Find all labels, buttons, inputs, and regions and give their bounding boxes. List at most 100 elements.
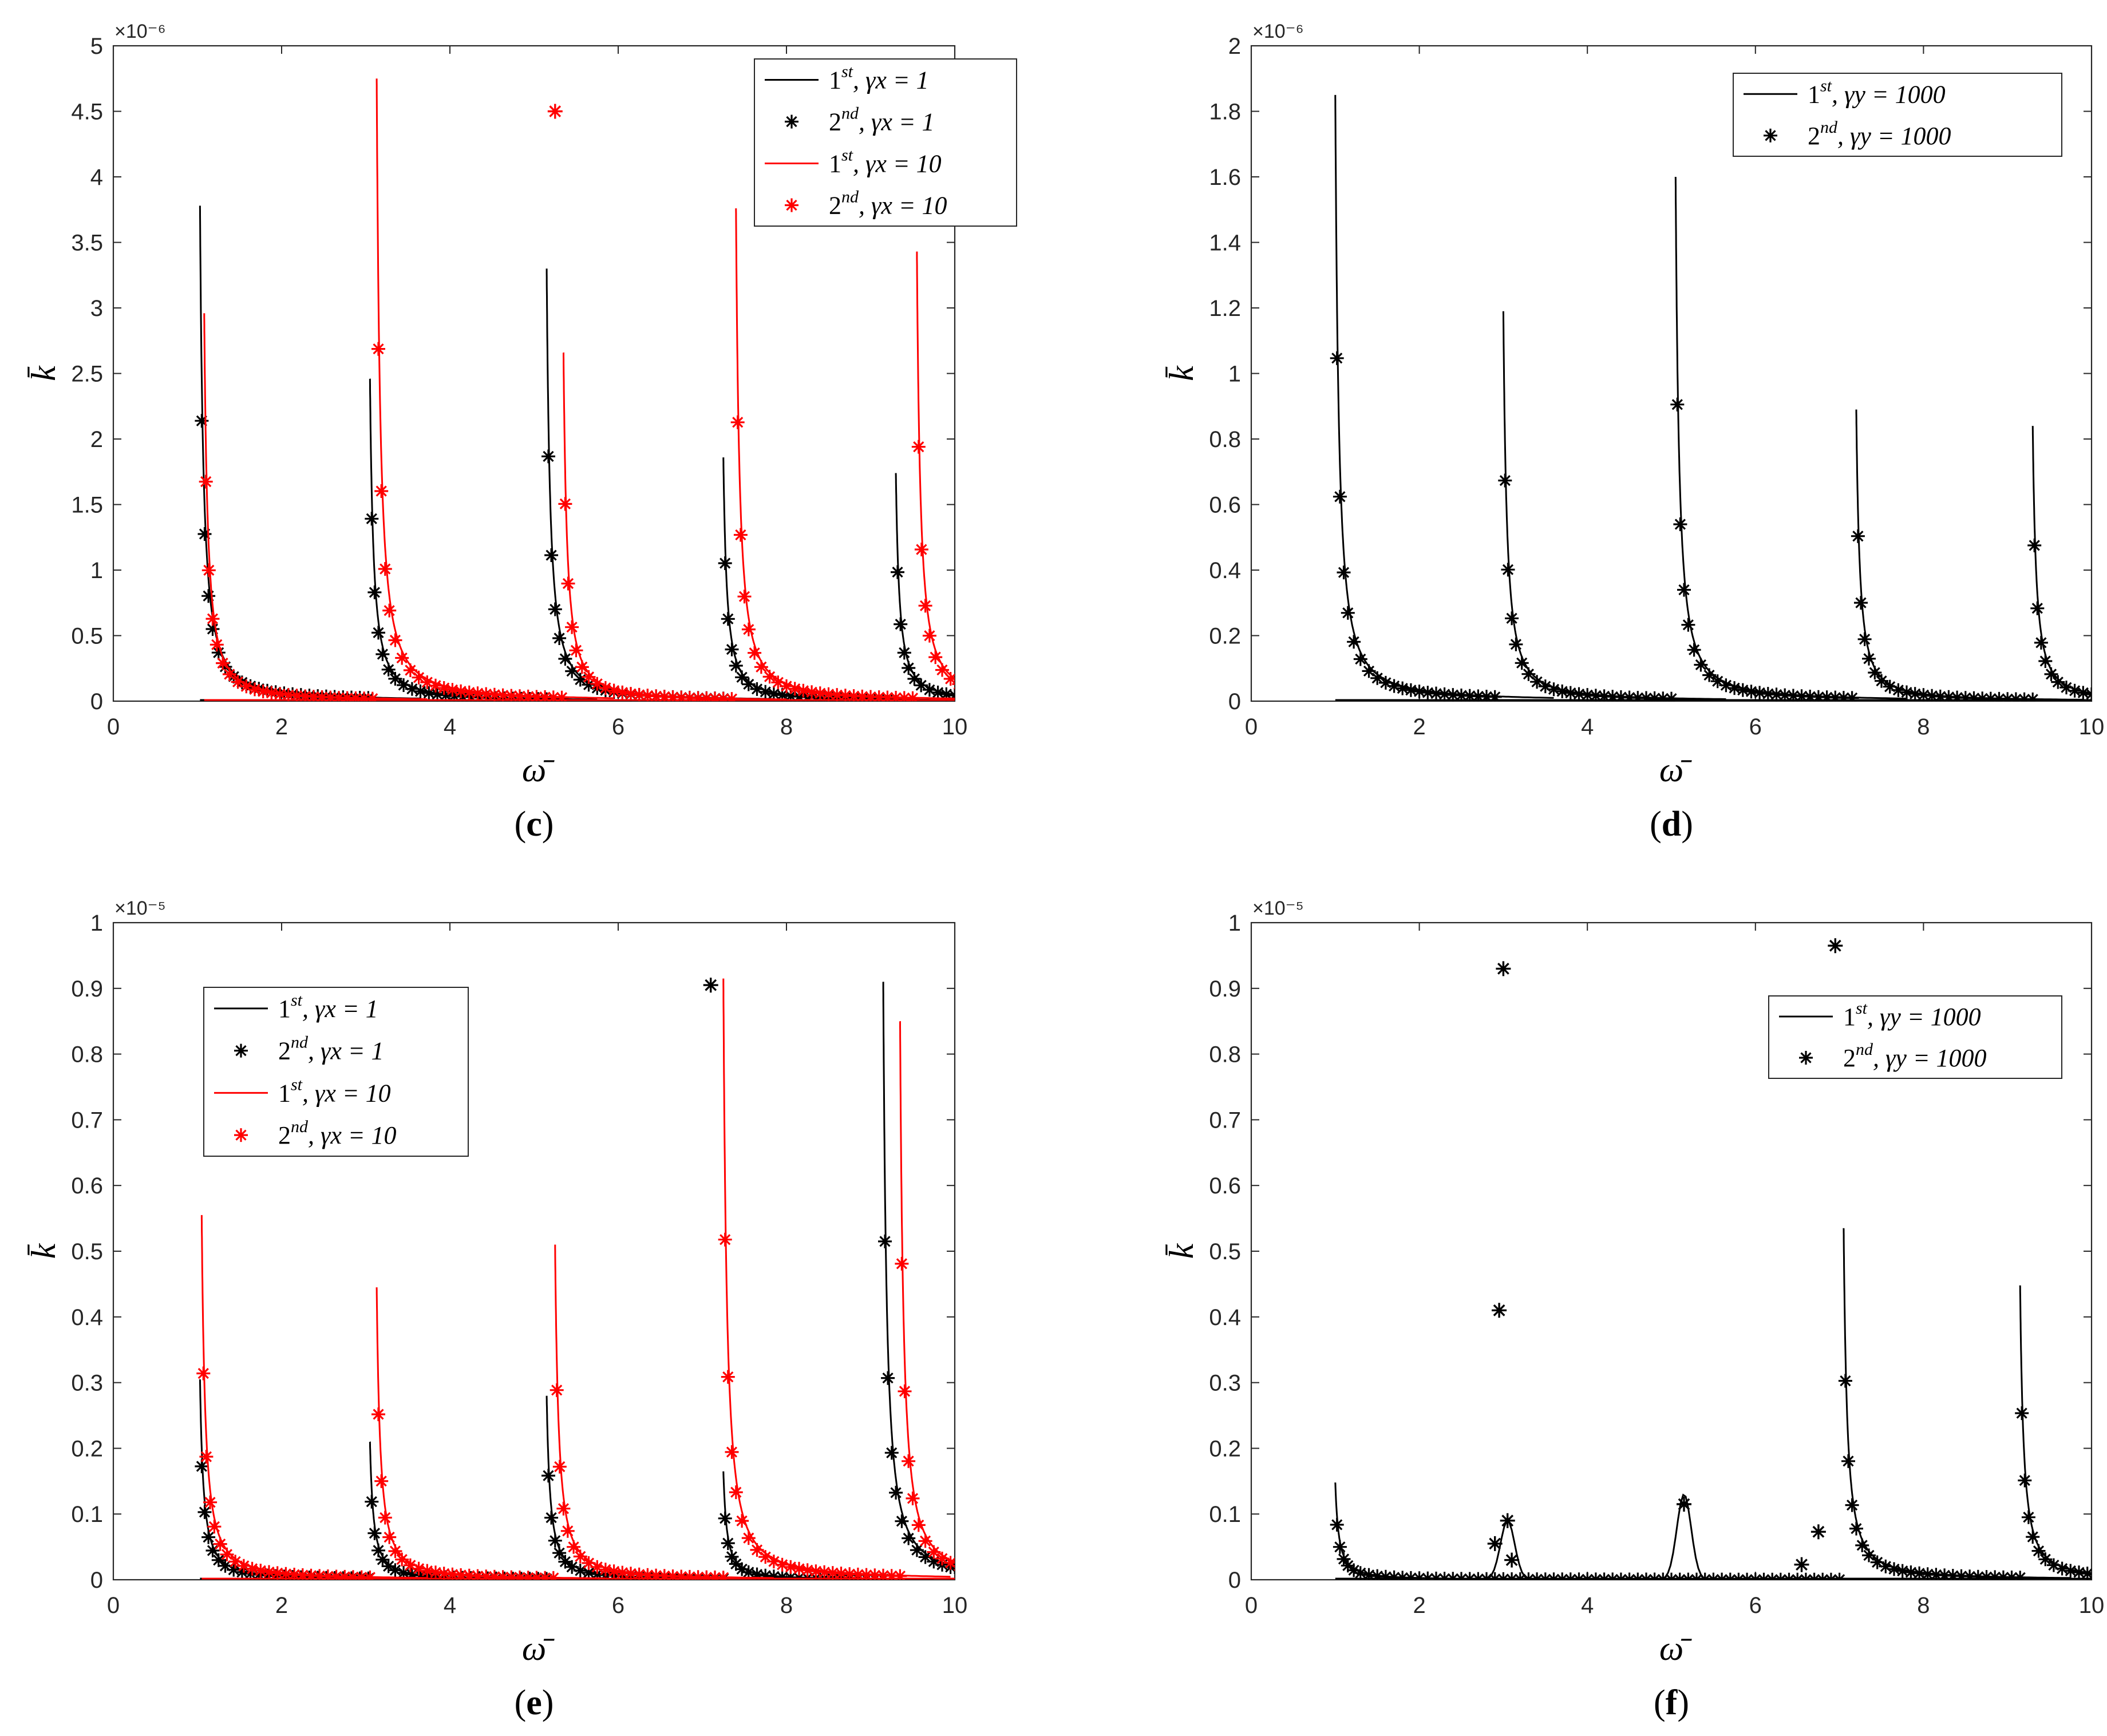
- data-point-marker: [1614, 690, 1628, 701]
- data-point-marker: [1387, 679, 1401, 693]
- data-point-marker: [256, 685, 270, 698]
- data-point-marker: [721, 612, 735, 626]
- data-point-marker: [721, 1536, 735, 1551]
- data-point-marker: [956, 690, 970, 703]
- y-tick-label: 0.2: [1209, 624, 1241, 649]
- data-point-marker: [365, 512, 379, 526]
- outlier-marker: [547, 104, 563, 119]
- data-point-marker: [1437, 1572, 1452, 1580]
- data-point-marker: [1614, 1572, 1628, 1580]
- data-point-marker: [792, 1561, 806, 1576]
- y-tick-label: 0.4: [1209, 558, 1241, 583]
- data-point-marker: [914, 678, 928, 693]
- data-point-marker: [582, 670, 596, 684]
- series-line-segment: [562, 352, 786, 701]
- data-point-marker: [1580, 1572, 1595, 1580]
- data-point-marker: [529, 690, 544, 701]
- data-point-marker: [691, 1570, 705, 1580]
- data-point-marker: [780, 679, 793, 693]
- data-point-marker: [906, 691, 920, 701]
- data-point-marker: [2031, 1544, 2046, 1558]
- legend: 1st, γy = 1000 2nd, γy = 1000: [1733, 73, 2062, 157]
- data-point-marker: [1862, 1548, 1876, 1563]
- data-point-marker: [1698, 1572, 1712, 1580]
- data-point-marker: [209, 638, 224, 652]
- data-point-marker: [895, 1514, 909, 1528]
- data-point-marker: [943, 672, 955, 686]
- data-point-marker: [2015, 1406, 2029, 1420]
- data-point-marker: [199, 1450, 214, 1464]
- data-point-marker: [1715, 1572, 1729, 1580]
- data-point-marker: [1496, 1572, 1511, 1580]
- data-point-marker: [1958, 691, 1972, 701]
- x-axis-label: ω̄: [522, 1630, 555, 1667]
- data-point-marker: [741, 1531, 756, 1545]
- data-point-marker: [381, 1559, 396, 1573]
- data-point-marker: [758, 1550, 773, 1564]
- y-tick-label: 0.2: [71, 1436, 103, 1461]
- data-point-marker: [1454, 1572, 1468, 1580]
- data-point-marker: [943, 1556, 955, 1570]
- data-point-marker: [1778, 688, 1792, 701]
- data-point-marker: [748, 646, 762, 660]
- series-bump: [1650, 1493, 1752, 1580]
- data-point-marker: [1710, 674, 1725, 689]
- data-point-marker: [699, 1570, 714, 1580]
- series-line-segment: [554, 1244, 774, 1579]
- series-line-segment: [200, 1215, 428, 1579]
- data-point-marker: [560, 1524, 575, 1538]
- data-point-marker: [1547, 682, 1561, 697]
- y-tick-label: 1.4: [1209, 231, 1241, 256]
- data-point-marker: [952, 678, 955, 690]
- outlier-marker: [1500, 1513, 1515, 1528]
- data-point-marker: [590, 1567, 604, 1580]
- data-point-marker: [632, 1567, 646, 1580]
- data-point-marker: [349, 691, 363, 701]
- data-point-marker: [911, 440, 926, 454]
- x-tick-label: 6: [1749, 714, 1762, 740]
- data-point-marker: [2093, 689, 2107, 702]
- data-point-marker: [641, 1568, 655, 1580]
- data-point-marker: [725, 692, 739, 701]
- data-point-marker: [245, 1561, 259, 1576]
- data-point-marker: [1967, 691, 1981, 701]
- data-point-marker: [1606, 1572, 1620, 1580]
- data-point-marker: [2051, 675, 2065, 689]
- data-point-marker: [935, 663, 949, 677]
- data-point-marker: [817, 1565, 832, 1579]
- legend-entry-label: 1st, γx = 1: [829, 62, 929, 94]
- data-point-marker: [479, 687, 493, 701]
- data-point-marker: [1353, 652, 1367, 666]
- data-point-marker: [775, 1570, 789, 1580]
- data-point-marker: [1412, 1571, 1426, 1580]
- data-point-marker: [1727, 681, 1742, 695]
- data-point-marker: [784, 1571, 798, 1580]
- data-point-marker: [1769, 687, 1784, 701]
- data-point-marker: [1588, 689, 1603, 701]
- data-point-marker: [1330, 1517, 1344, 1532]
- chart-panel-d: 0 2 4 6 8 10 0 0.2 0.4 0.6 0.8 1 1.2 1.4 1.6 1.8 2 ×10⁻⁶ ω…: [1163, 21, 2107, 844]
- data-point-marker: [1665, 691, 1678, 701]
- data-point-marker: [766, 1555, 781, 1569]
- data-point-marker: [231, 675, 245, 689]
- y-tick-label: 1.8: [1209, 100, 1241, 125]
- y-tick-label: 1.2: [1209, 296, 1241, 321]
- data-point-marker: [403, 1558, 417, 1572]
- data-point-marker: [1824, 1572, 1838, 1580]
- plot-area: [1330, 94, 2107, 702]
- data-point-marker: [556, 1501, 571, 1516]
- data-point-marker: [1580, 688, 1595, 701]
- data-point-marker: [733, 528, 748, 542]
- data-point-marker: [304, 1568, 318, 1580]
- y-tick-label: 3: [90, 296, 103, 321]
- data-point-marker: [607, 683, 621, 698]
- data-point-marker: [1387, 1570, 1401, 1580]
- data-point-marker: [1631, 1572, 1645, 1580]
- data-point-marker: [541, 449, 555, 464]
- data-point-marker: [1786, 689, 1800, 701]
- data-point-marker: [2030, 601, 2045, 615]
- data-point-marker: [750, 1543, 764, 1557]
- data-point-marker: [462, 685, 476, 699]
- data-point-marker: [918, 1534, 932, 1548]
- data-point-marker: [497, 691, 512, 701]
